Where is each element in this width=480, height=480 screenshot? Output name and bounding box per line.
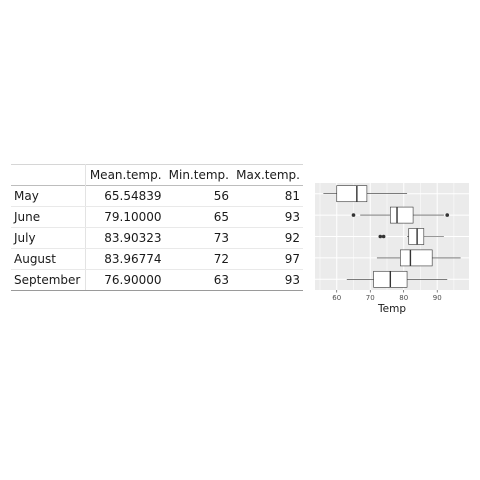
min-temp-cell: 65	[164, 206, 232, 228]
x-tick-label: 80	[399, 294, 408, 302]
row-label: July	[11, 227, 86, 249]
row-label: June	[11, 206, 86, 228]
box	[336, 185, 368, 203]
header-row-label	[11, 164, 86, 186]
header-mean-temp: Mean.temp.	[89, 168, 162, 182]
x-axis-ticks: 60 70 80 90	[332, 290, 442, 302]
table-header: Mean.temp. Min.temp. Max.temp.	[11, 164, 303, 186]
box	[390, 206, 414, 224]
box	[408, 228, 425, 245]
mean-temp-cell: 83.90323	[85, 227, 165, 249]
table-header-row: Mean.temp. Min.temp. Max.temp.	[11, 164, 303, 186]
x-tick-label: 60	[332, 294, 341, 302]
temp-boxplot: 60 70 80 90 Temp	[315, 183, 469, 315]
mean-temp-cell: 79.10000	[85, 206, 165, 228]
box-group	[323, 185, 408, 203]
row-label: August	[11, 248, 86, 270]
max-temp-cell: 92	[231, 227, 303, 249]
max-temp-cell: 93	[231, 269, 303, 291]
x-tick-label: 90	[433, 294, 442, 302]
box-group	[346, 270, 448, 288]
table-row: May 65.54839 56 81	[11, 185, 303, 207]
x-tick-label: 70	[366, 294, 375, 302]
row-label: September	[11, 269, 86, 291]
box-group	[376, 249, 461, 267]
table-row: June 79.10000 65 93	[11, 206, 303, 228]
header-max-temp: Max.temp.	[236, 168, 300, 182]
row-label: May	[11, 185, 86, 207]
max-temp-cell: 93	[231, 206, 303, 228]
max-temp-cell: 81	[231, 185, 303, 207]
mean-temp-cell: 83.96774	[85, 248, 165, 270]
table-body: May 65.54839 56 81 June 79.10000 65 93 J…	[11, 185, 303, 291]
mean-temp-cell: 65.54839	[85, 185, 165, 207]
table-row: July 83.90323 73 92	[11, 227, 303, 249]
outlier-point	[381, 234, 386, 239]
min-temp-cell: 56	[164, 185, 232, 207]
header-min-temp: Min.temp.	[168, 168, 229, 182]
summary-table: Mean.temp. Min.temp. Max.temp. May 65.54…	[11, 164, 303, 291]
mean-temp-cell: 76.90000	[85, 269, 165, 291]
table-row: August 83.96774 72 97	[11, 248, 303, 270]
box-group	[378, 228, 444, 245]
max-temp-cell: 97	[231, 248, 303, 270]
box	[400, 249, 433, 267]
outlier-point	[351, 213, 356, 217]
x-axis-title: Temp	[377, 303, 406, 315]
boxes	[323, 185, 461, 288]
min-temp-cell: 63	[164, 269, 232, 291]
box-group	[351, 206, 450, 224]
min-temp-cell: 73	[164, 227, 232, 249]
min-temp-cell: 72	[164, 248, 232, 270]
table-row: September 76.90000 63 93	[11, 269, 303, 291]
outlier-point	[445, 213, 450, 217]
outlier-point	[378, 234, 383, 239]
